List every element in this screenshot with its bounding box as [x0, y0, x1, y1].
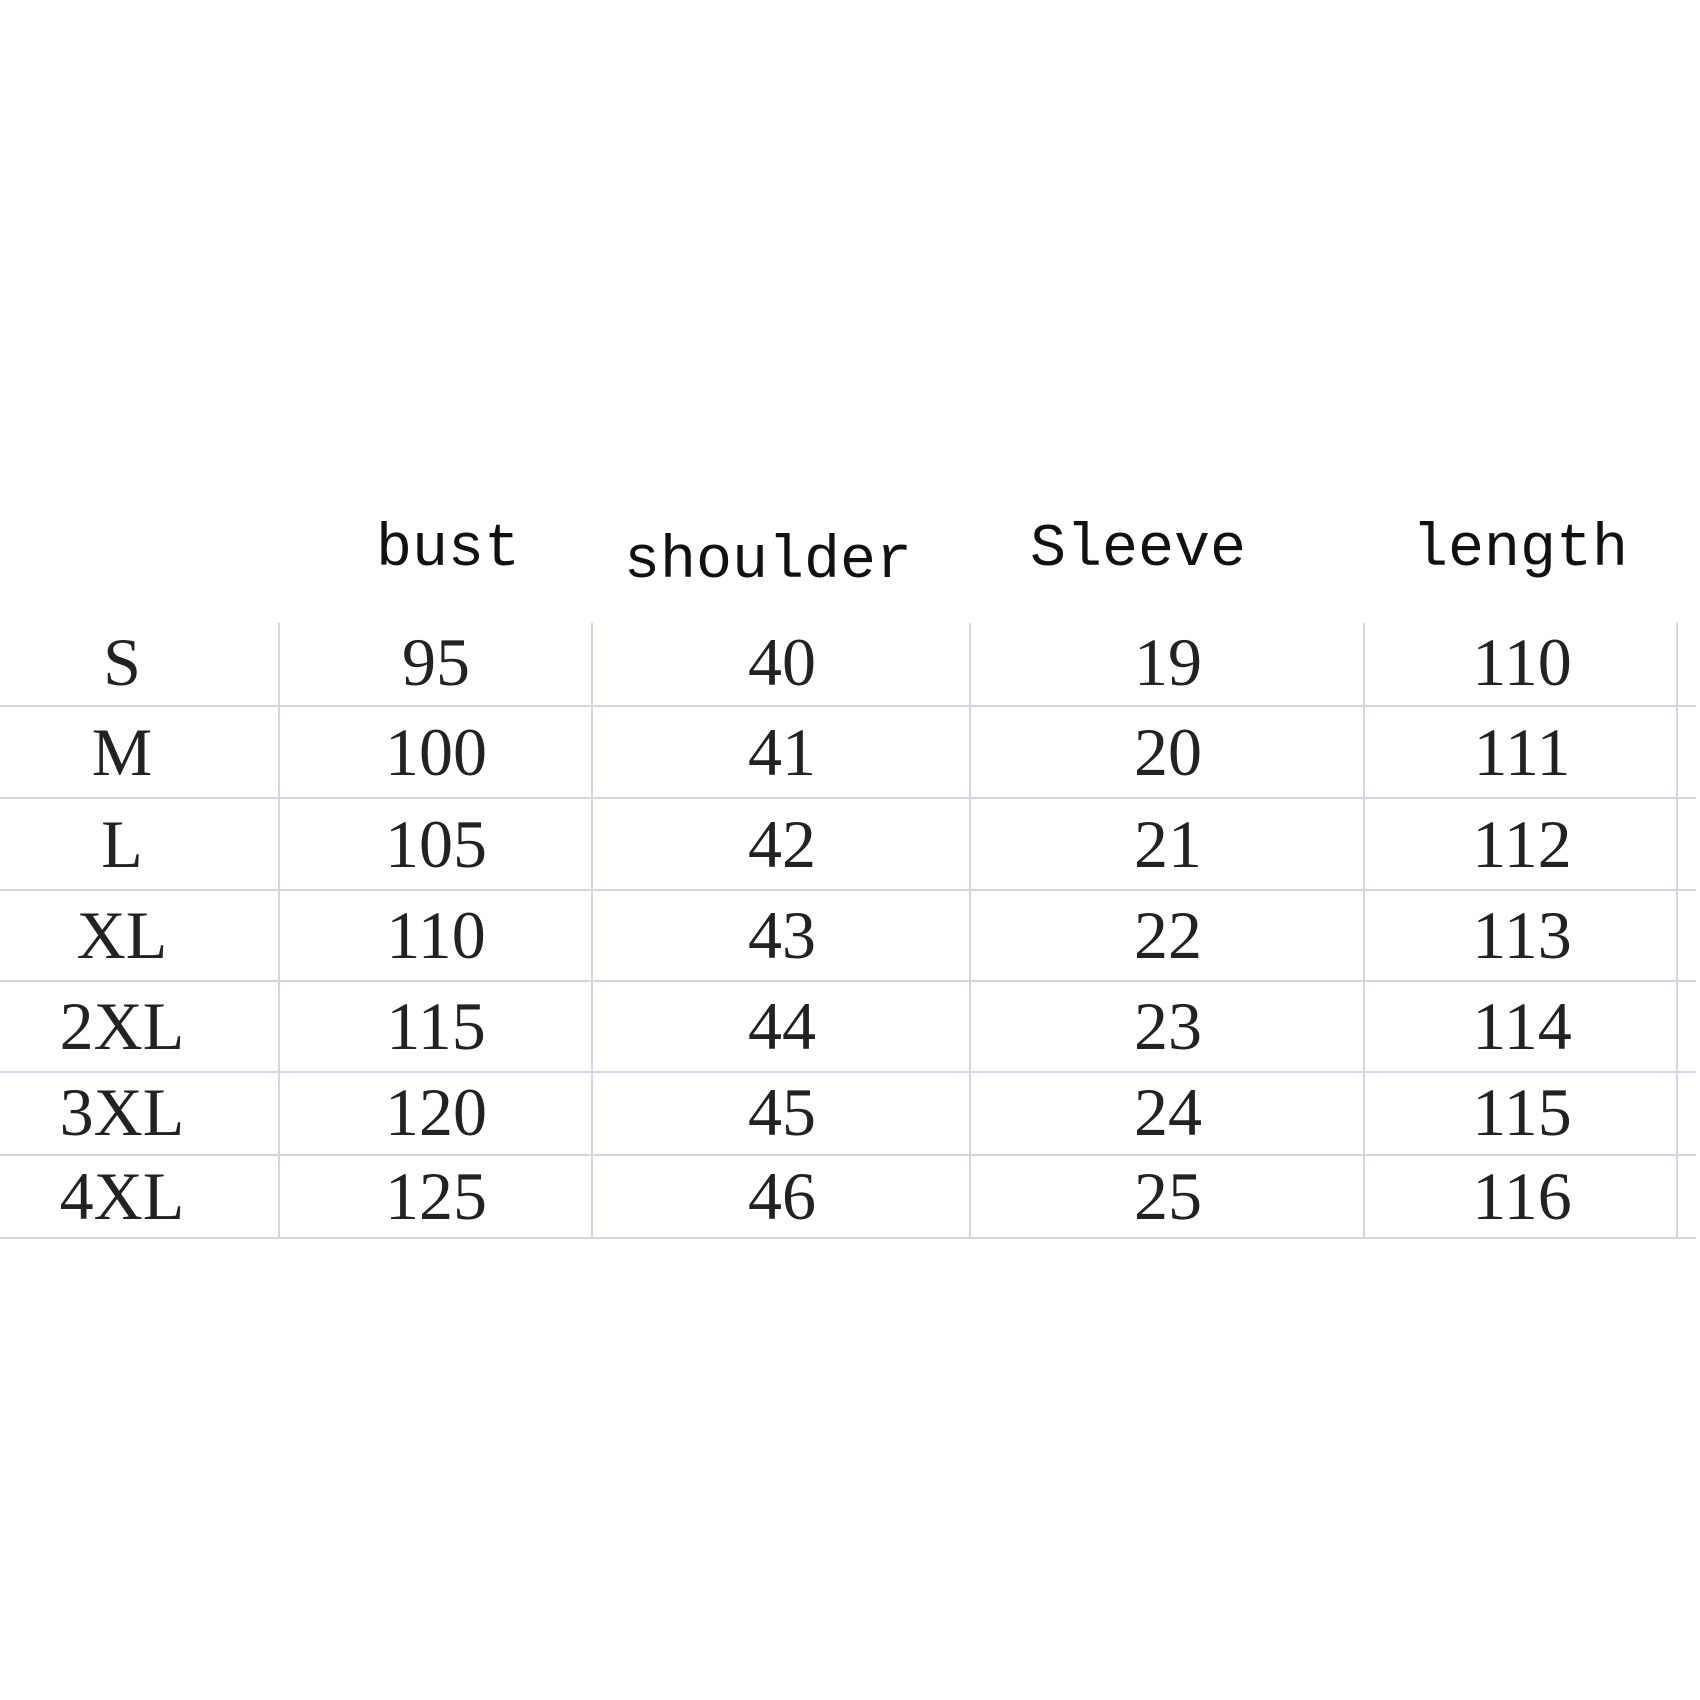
table-row: 3XL 120 45 24 115: [0, 1067, 1700, 1157]
length-cell: 111: [1473, 714, 1571, 790]
table-row: M 100 41 20 111: [0, 707, 1700, 797]
size-cell: 3XL: [59, 1074, 185, 1150]
length-cell: 116: [1472, 1158, 1572, 1234]
bust-cell: 95: [402, 624, 470, 700]
sleeve-cell: 20: [1134, 714, 1202, 790]
shoulder-cell: 46: [748, 1158, 816, 1234]
shoulder-cell: 44: [748, 988, 816, 1064]
column-divider: [1676, 623, 1678, 1239]
table-row: XL 110 43 22 113: [0, 890, 1700, 980]
row-divider: [0, 889, 1696, 891]
bust-cell: 105: [385, 806, 487, 882]
header-bust: bust: [376, 516, 521, 584]
table-row: L 105 42 21 112: [0, 799, 1700, 889]
header-length: length: [1412, 516, 1629, 584]
row-divider: [0, 797, 1696, 799]
shoulder-cell: 41: [748, 714, 816, 790]
size-cell: S: [103, 624, 141, 700]
size-cell: L: [101, 806, 143, 882]
table-row: 4XL 125 46 25 116: [0, 1151, 1700, 1241]
column-divider: [1363, 623, 1365, 1239]
row-divider: [0, 980, 1696, 982]
bust-cell: 125: [385, 1158, 487, 1234]
column-divider: [969, 623, 971, 1239]
sleeve-cell: 23: [1134, 988, 1202, 1064]
length-cell: 114: [1472, 988, 1572, 1064]
bust-cell: 110: [386, 897, 486, 973]
column-divider: [591, 623, 593, 1239]
sleeve-cell: 25: [1134, 1158, 1202, 1234]
sleeve-cell: 21: [1134, 806, 1202, 882]
table-row: 2XL 115 44 23 114: [0, 981, 1700, 1071]
size-chart-header-row: bust shoulder Sleeve length: [0, 510, 1700, 596]
bust-cell: 120: [385, 1074, 487, 1150]
bust-cell: 115: [386, 988, 486, 1064]
row-divider: [0, 1071, 1696, 1073]
size-cell: M: [91, 714, 153, 790]
sleeve-cell: 19: [1134, 624, 1202, 700]
column-divider: [278, 623, 280, 1239]
sleeve-cell: 24: [1134, 1074, 1202, 1150]
sleeve-cell: 22: [1134, 897, 1202, 973]
shoulder-cell: 40: [748, 624, 816, 700]
header-shoulder: shoulder: [624, 528, 913, 596]
row-divider: [0, 705, 1696, 707]
size-chart-table: S 95 40 19 110 M 100 41 20 111 L 105 42 …: [0, 623, 1700, 1239]
shoulder-cell: 45: [748, 1074, 816, 1150]
shoulder-cell: 43: [748, 897, 816, 973]
bust-cell: 100: [385, 714, 487, 790]
size-cell: XL: [76, 897, 168, 973]
length-cell: 113: [1472, 897, 1572, 973]
row-divider: [0, 1154, 1696, 1156]
header-sleeve: Sleeve: [1030, 516, 1247, 584]
row-divider: [0, 1237, 1696, 1239]
shoulder-cell: 42: [748, 806, 816, 882]
size-cell: 2XL: [59, 988, 185, 1064]
length-cell: 110: [1472, 624, 1572, 700]
length-cell: 115: [1472, 1074, 1572, 1150]
table-row: S 95 40 19 110: [0, 617, 1700, 707]
size-cell: 4XL: [59, 1158, 185, 1234]
length-cell: 112: [1472, 806, 1572, 882]
